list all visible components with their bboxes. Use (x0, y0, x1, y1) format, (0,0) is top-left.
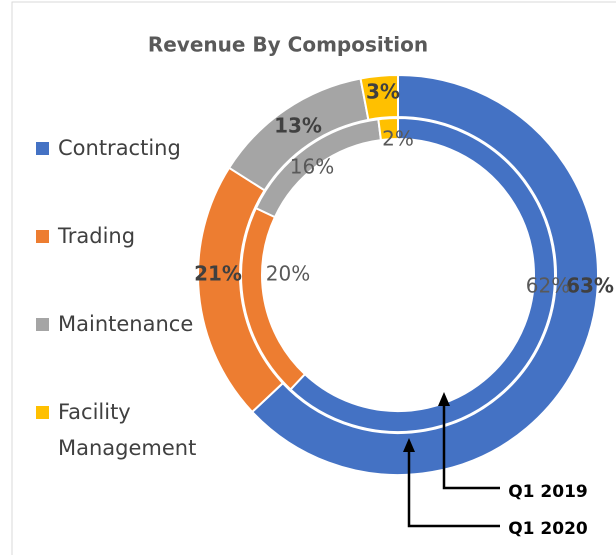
legend-swatch (36, 230, 49, 243)
donut-slice (377, 116, 399, 142)
legend-item: Maintenance (36, 306, 216, 394)
annotation-arrows (407, 404, 500, 528)
data-label: 21% (194, 262, 242, 286)
legend-item: Facility Management (36, 394, 216, 482)
legend-label: Facility Management (58, 400, 197, 460)
legend-swatch (36, 406, 49, 419)
legend-swatch (36, 318, 49, 331)
chart-title: Revenue By Composition (148, 33, 428, 57)
rings (197, 73, 599, 476)
annotation: Q1 2020 (508, 519, 588, 539)
legend-swatch (36, 142, 49, 155)
data-label: 16% (290, 155, 334, 179)
legend-item: Contracting (36, 130, 216, 218)
arrow-head (403, 438, 415, 452)
legend-label: Trading (58, 224, 136, 248)
annotation: Q1 2019 (508, 482, 588, 502)
data-label: 2% (382, 127, 414, 151)
arrow-line (442, 404, 500, 490)
arrow-head (438, 392, 450, 406)
data-label: 63% (566, 274, 614, 298)
data-label: 13% (274, 114, 322, 138)
chart-border (11, 1, 616, 555)
legend-label: Contracting (58, 136, 181, 160)
legend-item: Trading (36, 218, 216, 306)
legend-label: Maintenance (58, 312, 194, 336)
data-label: 20% (266, 262, 310, 286)
data-label: 3% (366, 80, 400, 104)
data-label: 62% (526, 274, 570, 298)
arrow-line (407, 450, 500, 528)
legend: Contracting Trading Maintenance Facility Ma… (36, 130, 216, 482)
